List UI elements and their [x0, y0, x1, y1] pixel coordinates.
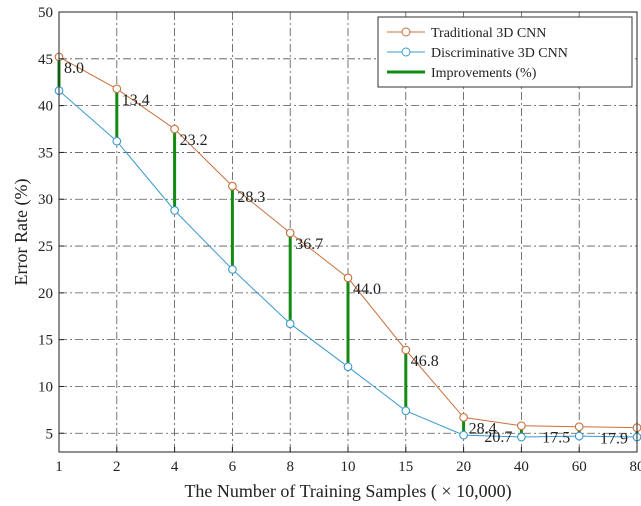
data-point-discriminative — [228, 265, 237, 274]
data-point-discriminative — [574, 431, 584, 441]
data-point-discriminative — [459, 430, 468, 440]
x-tick-label: 60 — [572, 459, 587, 475]
y-tick-label: 30 — [38, 192, 53, 208]
data-point-discriminative — [285, 319, 295, 329]
y-tick-label: 10 — [38, 379, 53, 395]
grid — [59, 12, 637, 452]
x-tick-label: 1 — [55, 459, 63, 475]
y-tick-label: 45 — [38, 52, 53, 68]
data-point-discriminative — [112, 136, 122, 146]
y-tick-label: 15 — [38, 333, 53, 349]
data-point-discriminative — [170, 206, 179, 215]
x-tick-label: 10 — [341, 459, 356, 475]
x-tick-label: 40 — [514, 459, 529, 475]
improvement-label: 8.0 — [64, 60, 84, 77]
x-tick-label: 15 — [398, 459, 413, 475]
y-axis-label: Error Rate (%) — [11, 179, 32, 286]
data-point-traditional — [170, 124, 179, 134]
improvement-label: 17.9 — [600, 431, 628, 448]
x-tick-label: 80 — [630, 459, 641, 475]
improvement-label: 23.2 — [180, 132, 208, 149]
x-tick-label: 20 — [456, 459, 471, 475]
y-axis-ticks: 5 10 15 20 25 30 35 40 45 50 — [38, 5, 64, 442]
data-point-discriminative — [401, 406, 411, 416]
improvement-label: 13.4 — [122, 92, 150, 109]
y-tick-label: 25 — [38, 239, 53, 255]
legend: Traditional 3D CNN Discriminative 3D CNN… — [377, 16, 633, 88]
x-tick-label: 6 — [229, 459, 237, 475]
x-tick-label: 2 — [113, 459, 121, 475]
y-tick-label: 40 — [38, 99, 53, 115]
x-tick-label: 8 — [286, 459, 294, 475]
data-point-discriminative — [517, 432, 526, 442]
data-point-traditional — [517, 421, 526, 431]
y-tick-label: 5 — [46, 426, 54, 442]
legend-label-improvements: Improvements (%) — [431, 66, 537, 81]
y-tick-label: 50 — [38, 5, 53, 21]
improvement-label: 20.7 — [484, 429, 512, 446]
data-point-traditional — [401, 345, 411, 355]
improvement-labels: 8.0 13.4 23.2 28.3 36.7 44.0 46.8 28.420.7 17.5 1… — [64, 60, 628, 448]
data-point-traditional — [228, 181, 237, 191]
improvement-label: 28.4 — [469, 420, 497, 437]
data-point-traditional — [459, 413, 468, 422]
data-point-discriminative — [343, 362, 353, 372]
improvement-label: 46.8 — [411, 353, 439, 370]
improvement-label: 44.0 — [353, 281, 381, 298]
improvement-label: 28.3 — [237, 189, 265, 206]
legend-marker-discriminative — [401, 47, 411, 57]
x-axis-ticks: 1 2 4 6 8 10 15 20 40 60 80 — [55, 447, 641, 475]
data-point-traditional — [574, 422, 584, 432]
x-tick-label: 4 — [171, 459, 179, 475]
y-tick-label: 20 — [38, 286, 53, 302]
improvement-label: 36.7 — [295, 236, 323, 253]
legend-label-traditional: Traditional 3D CNN — [431, 26, 546, 41]
legend-marker-traditional — [401, 27, 411, 37]
improvement-label: 17.5 — [542, 430, 570, 447]
data-point-traditional — [285, 228, 295, 238]
legend-label-discriminative: Discriminative 3D CNN — [431, 46, 568, 61]
data-point-traditional — [343, 273, 353, 283]
data-point-traditional — [112, 84, 122, 94]
x-axis-label: The Number of Training Samples ( × 10,00… — [184, 481, 511, 502]
y-tick-label: 35 — [38, 145, 53, 161]
